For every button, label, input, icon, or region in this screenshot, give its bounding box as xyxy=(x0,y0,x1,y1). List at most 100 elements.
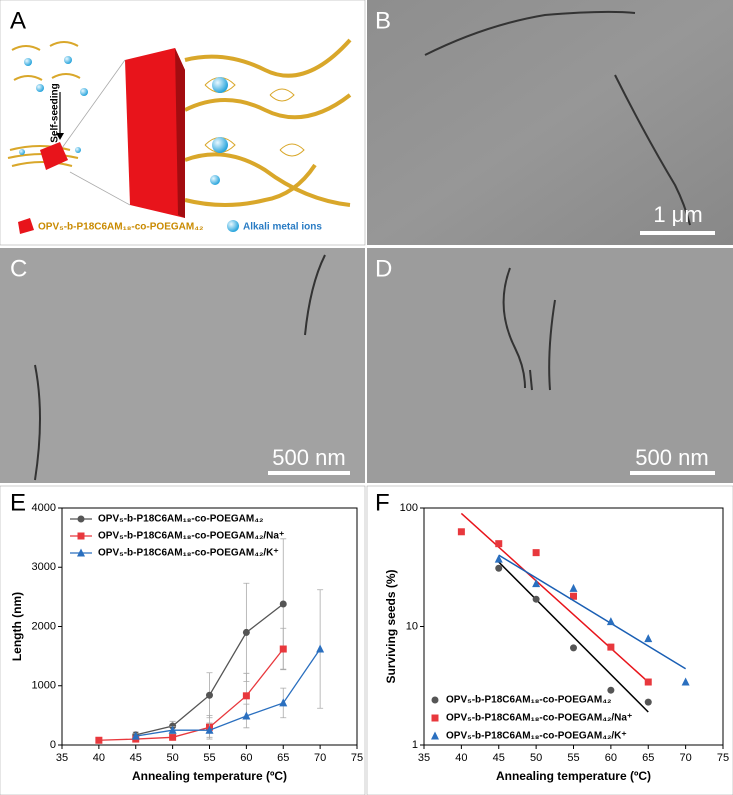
panel-frame xyxy=(366,485,733,795)
x-tick-label: 55 xyxy=(203,752,215,764)
y-tick-label: 1 xyxy=(412,739,418,751)
arrow-head xyxy=(56,133,64,140)
marker xyxy=(131,731,140,740)
fibers xyxy=(34,10,691,481)
x-tick-label: 45 xyxy=(130,752,142,764)
marker xyxy=(644,634,653,643)
legend-polymer: OPV₅-b-P18C6AM₁₈-co-POEGAM₄₂ xyxy=(38,222,203,233)
panel-label: E xyxy=(10,489,26,516)
y-tick-label: 2000 xyxy=(32,620,56,632)
fit-line xyxy=(460,512,649,683)
x-tick-label: 50 xyxy=(530,752,542,764)
x-tick-label: 70 xyxy=(680,752,692,764)
scale-bar-label: 500 nm xyxy=(635,445,708,470)
marker xyxy=(457,528,465,536)
scale-bar-label: 500 nm xyxy=(272,445,345,470)
legend-label: OPV₅-b-P18C6AM₁₈-co-POEGAM₄₂/Na⁺ xyxy=(98,531,284,542)
series-line xyxy=(98,648,284,741)
fit-line xyxy=(498,561,649,713)
marker xyxy=(495,564,503,572)
marker xyxy=(681,677,690,686)
marker xyxy=(77,548,85,557)
polymer-chain xyxy=(184,152,351,207)
seed-core xyxy=(40,142,68,170)
x-tick-label: 55 xyxy=(567,752,579,764)
series-line xyxy=(135,648,321,737)
marker xyxy=(77,515,85,523)
x-tick-label: 60 xyxy=(605,752,617,764)
zoom-line xyxy=(61,59,131,206)
legend-label: OPV₅-b-P18C6AM₁₈-co-POEGAM₄₂ xyxy=(98,514,263,525)
marker xyxy=(569,583,578,592)
marker xyxy=(242,692,250,700)
x-tick-label: 75 xyxy=(351,752,363,764)
polymer-chain xyxy=(184,93,352,120)
panel-label: A xyxy=(10,7,26,34)
ions xyxy=(19,56,239,232)
micrograph xyxy=(0,248,365,483)
y-tick-label: 3000 xyxy=(32,561,56,573)
marker xyxy=(279,698,288,707)
plot-frame xyxy=(423,507,724,746)
scale-bar-label: 1 μm xyxy=(653,202,702,227)
marker xyxy=(532,579,541,588)
legend-label: OPV₅-b-P18C6AM₁₈-co-POEGAM₄₂/K⁺ xyxy=(446,731,627,742)
seed xyxy=(11,41,81,81)
legend-label: OPV₅-b-P18C6AM₁₈-co-POEGAM₄₂/K⁺ xyxy=(98,548,279,559)
marker xyxy=(279,600,287,608)
marker xyxy=(606,617,615,626)
x-tick-label: 65 xyxy=(642,752,654,764)
marker xyxy=(242,711,251,720)
x-tick-label: 60 xyxy=(240,752,252,764)
x-tick-label: 40 xyxy=(93,752,105,764)
x-tick-label: 70 xyxy=(314,752,326,764)
crown-ether xyxy=(204,77,305,157)
marker xyxy=(279,645,287,653)
panel-label: C xyxy=(10,255,27,282)
core-block xyxy=(125,48,185,218)
marker xyxy=(242,628,250,636)
marker xyxy=(494,554,503,563)
marker xyxy=(532,549,540,557)
x-tick-label: 50 xyxy=(167,752,179,764)
marker xyxy=(570,592,577,600)
panel-label: D xyxy=(375,255,392,282)
x-axis-label: Annealing temperature (ºC) xyxy=(496,769,651,783)
x-tick-label: 35 xyxy=(56,752,68,764)
marker xyxy=(95,736,103,744)
y-tick-label: 100 xyxy=(400,502,418,514)
marker xyxy=(431,696,439,704)
marker xyxy=(644,678,652,686)
y-axis-label: Length (nm) xyxy=(10,592,24,661)
core-side xyxy=(175,48,185,218)
x-tick-label: 40 xyxy=(455,752,467,764)
x-tick-label: 45 xyxy=(493,752,505,764)
y-tick-label: 10 xyxy=(406,620,418,632)
panel-label: B xyxy=(375,7,391,34)
marker xyxy=(168,725,177,734)
x-tick-label: 75 xyxy=(717,752,729,764)
y-tick-label: 4000 xyxy=(32,502,56,514)
marker xyxy=(644,698,652,706)
marker xyxy=(316,644,325,653)
y-tick-label: 1000 xyxy=(32,680,56,692)
legend-label: OPV₅-b-P18C6AM₁₈-co-POEGAM₄₂ xyxy=(446,695,611,706)
fit-line xyxy=(498,554,687,670)
micrograph xyxy=(367,0,733,245)
legend-ions: Alkali metal ions xyxy=(243,222,322,233)
marker xyxy=(532,595,540,603)
legend-icon xyxy=(18,218,34,234)
marker xyxy=(431,714,439,722)
marker xyxy=(570,644,577,652)
x-axis-label: Annealing temperature (ºC) xyxy=(132,769,287,783)
panel-label: F xyxy=(375,489,390,516)
polymer-chain xyxy=(184,163,317,207)
marker xyxy=(77,532,85,540)
legend-label: OPV₅-b-P18C6AM₁₈-co-POEGAM₄₂/Na⁺ xyxy=(446,713,632,724)
panel-frame xyxy=(0,485,366,795)
polymer-chain xyxy=(184,38,352,78)
x-tick-label: 35 xyxy=(418,752,430,764)
marker xyxy=(607,686,615,694)
marker xyxy=(206,691,213,699)
